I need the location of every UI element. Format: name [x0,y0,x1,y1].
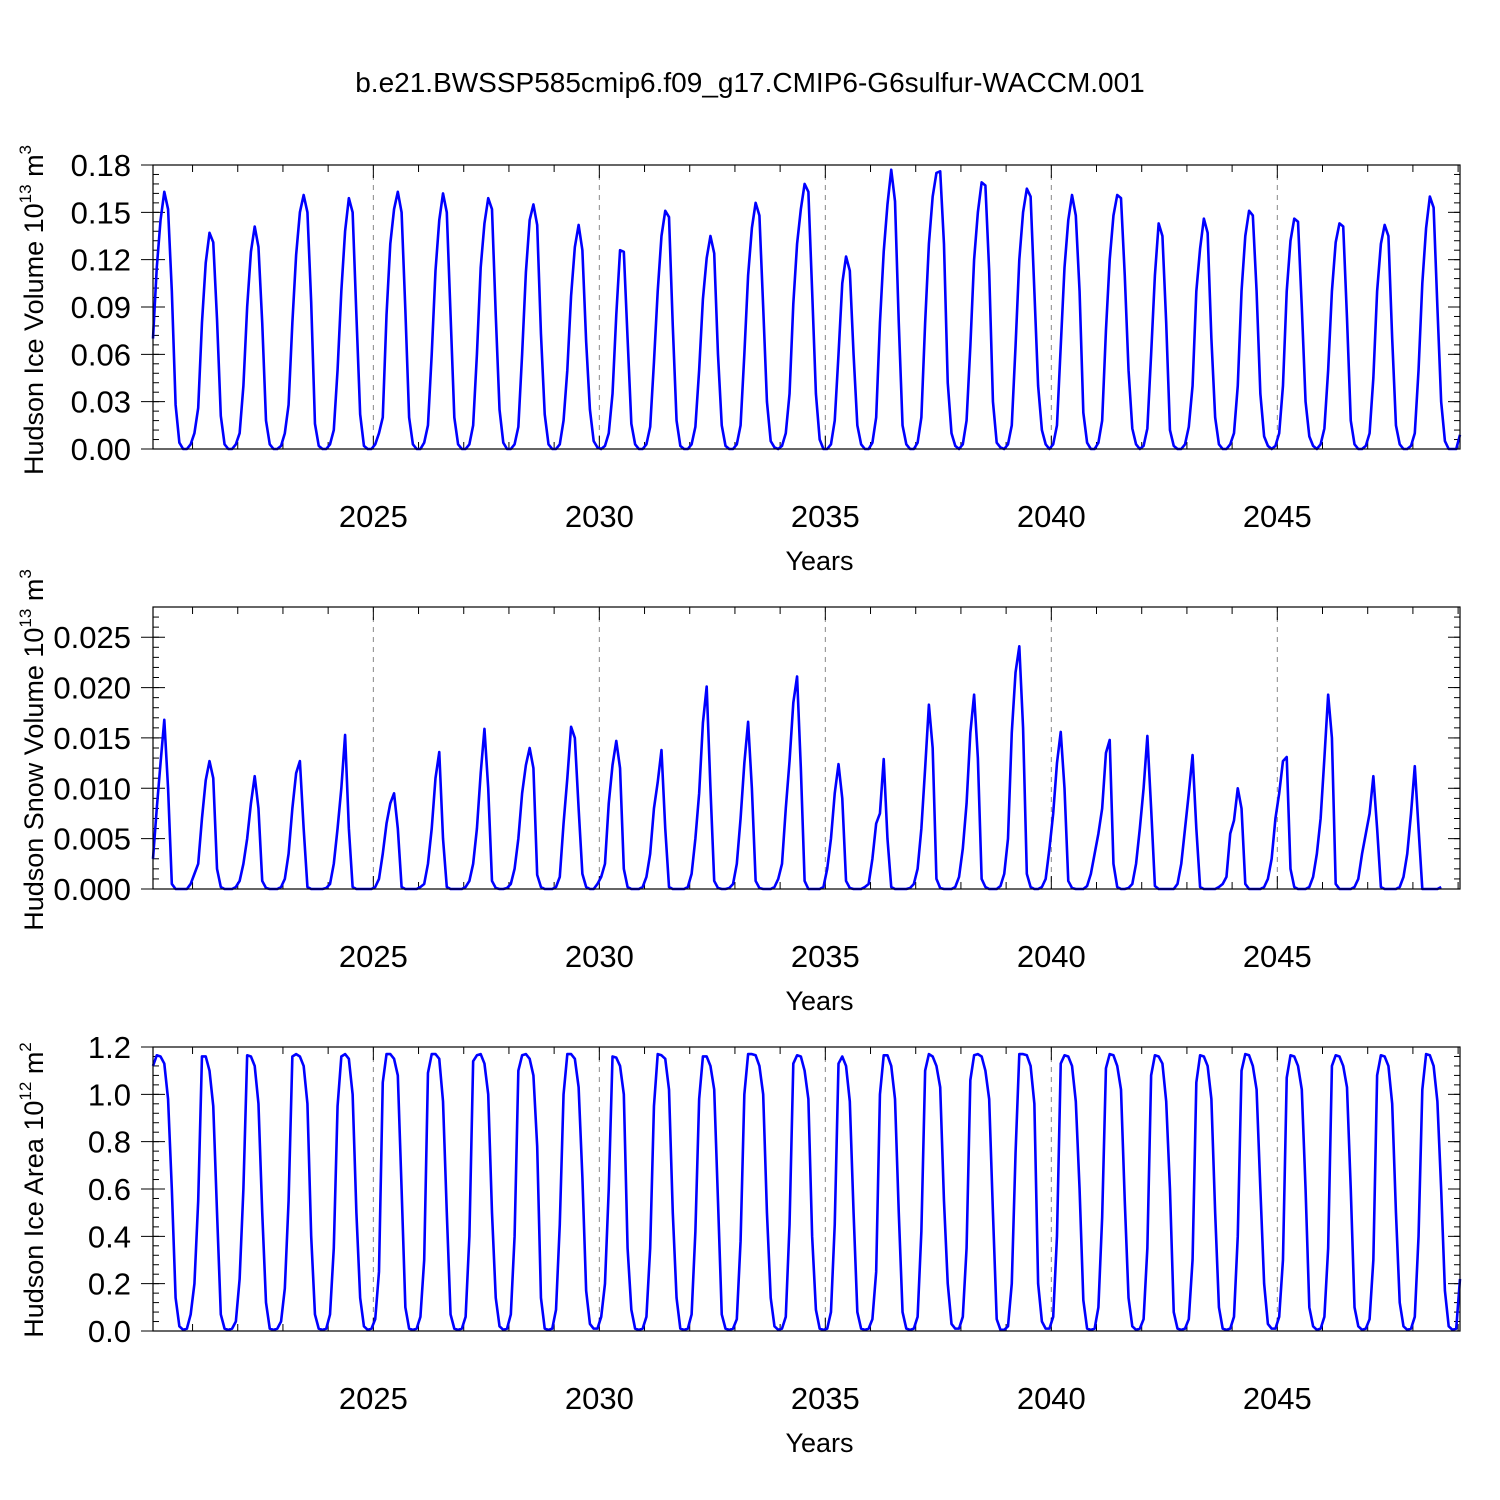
x-tick-label: 2025 [339,499,408,534]
y-tick-label: 0.12 [71,243,131,278]
chart-panel-2: 0.000 0.005 0.010 0.015 0.020 0.025 2025 2030 20… [16,569,1461,1016]
x-tick-label: 2045 [1243,1381,1312,1416]
y-tick-label: 0.000 [53,872,131,907]
y-tick-label: 1.2 [88,1030,131,1065]
x-tick-label: 2040 [1017,1381,1086,1416]
y-tick-label: 0.005 [53,822,131,857]
x-axis-label: Years [785,1428,853,1458]
y-tick-label: 0.8 [88,1125,131,1160]
y-tick-label: 0.025 [53,620,131,655]
x-tick-label: 2040 [1017,499,1086,534]
x-tick-label: 2035 [791,499,860,534]
plot-frame [152,1046,1461,1332]
plot-frame [152,164,1461,450]
x-tick-label: 2025 [339,939,408,974]
y-tick-label: 0.2 [88,1267,131,1302]
x-axis-label: Years [785,986,853,1016]
y-tick-label: 1.0 [88,1077,131,1112]
y-tick-label: 0.18 [71,148,131,183]
y-axis-label: Hudson Ice Area 1012 m2 [16,1042,49,1338]
x-tick-label: 2035 [791,939,860,974]
y-tick-label: 0.0 [88,1314,131,1349]
x-axis-label: Years [785,546,853,576]
x-tick-label: 2025 [339,1381,408,1416]
y-axis-label: Hudson Ice Volume 1013 m3 [16,145,49,475]
x-tick-label: 2045 [1243,939,1312,974]
x-tick-label: 2030 [565,499,634,534]
y-tick-label: 0.6 [88,1172,131,1207]
y-tick-label: 0.15 [71,195,131,230]
plot-frame [152,606,1461,890]
x-tick-label: 2030 [565,939,634,974]
y-tick-label: 0.03 [71,385,131,420]
x-tick-label: 2045 [1243,499,1312,534]
chart-panel-1: 0.00 0.03 0.06 0.09 0.12 0.15 0.18 2025 2030 2035… [16,145,1462,576]
figure-title: b.e21.BWSSP585cmip6.f09_g17.CMIP6-G6sulf… [355,67,1145,98]
series-line-1 [151,1052,1462,1332]
y-tick-label: 0.06 [71,337,131,372]
x-tick-label: 2030 [565,1381,634,1416]
y-tick-label: 0.020 [53,671,131,706]
series-line-1 [151,168,1462,451]
y-axis-label: Hudson Snow Volume 1013 m3 [16,569,49,931]
x-tick-label: 2040 [1017,939,1086,974]
y-tick-label: 0.09 [71,290,131,325]
chart-panel-3: 0.0 0.2 0.4 0.6 0.8 1.0 1.2 2025 2030 2035 2040 204… [16,1030,1462,1458]
y-tick-label: 0.015 [53,721,131,756]
y-tick-label: 0.010 [53,771,131,806]
y-tick-label: 0.4 [88,1219,131,1254]
y-tick-label: 0.00 [71,432,131,467]
x-tick-label: 2035 [791,1381,860,1416]
series-line-1 [151,644,1442,891]
